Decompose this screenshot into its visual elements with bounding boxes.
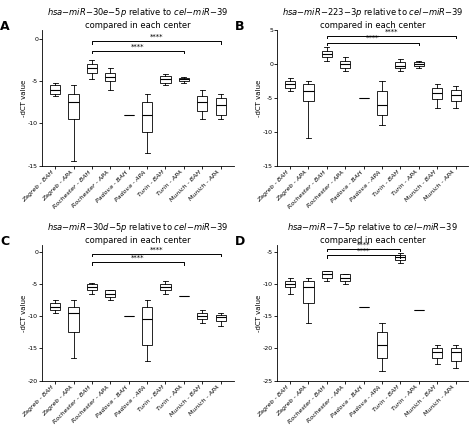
Y-axis label: -dCT value: -dCT value [21,80,27,117]
Text: A: A [0,20,10,33]
PathPatch shape [285,281,295,287]
PathPatch shape [303,281,313,303]
Text: ****: **** [357,241,370,247]
PathPatch shape [142,102,152,132]
PathPatch shape [303,84,313,101]
PathPatch shape [216,315,226,321]
PathPatch shape [105,290,115,297]
Text: ****: **** [357,248,370,254]
PathPatch shape [432,88,442,99]
PathPatch shape [432,348,442,358]
PathPatch shape [322,271,332,278]
Y-axis label: -dCT value: -dCT value [20,295,27,332]
PathPatch shape [197,96,207,111]
PathPatch shape [160,284,171,290]
PathPatch shape [395,255,405,260]
PathPatch shape [50,303,60,310]
PathPatch shape [69,307,79,332]
PathPatch shape [340,274,350,281]
Text: ****: **** [150,34,163,40]
Y-axis label: -dCT value: -dCT value [255,80,262,117]
PathPatch shape [87,284,97,290]
Text: ****: **** [131,255,145,261]
PathPatch shape [50,85,60,94]
Text: C: C [0,235,9,248]
PathPatch shape [87,64,97,73]
PathPatch shape [377,332,387,358]
Title: $\it{hsa\mathrm{-}miR\mathrm{-}30e\mathrm{-}5p}$ relative to $\it{cel\mathrm{-}m: $\it{hsa\mathrm{-}miR\mathrm{-}30e\mathr… [47,6,228,30]
Title: $\it{hsa\mathrm{-}miR\mathrm{-}30d\mathrm{-}5p}$ relative to $\it{cel\mathrm{-}m: $\it{hsa\mathrm{-}miR\mathrm{-}30d\mathr… [47,221,228,245]
PathPatch shape [216,98,226,115]
Y-axis label: -dCT value: -dCT value [255,295,262,332]
PathPatch shape [105,73,115,81]
PathPatch shape [414,62,424,65]
Text: B: B [235,20,245,33]
PathPatch shape [340,61,350,68]
Text: ****: **** [384,28,398,34]
PathPatch shape [142,307,152,345]
Text: D: D [235,235,246,248]
PathPatch shape [450,90,461,101]
Title: $\it{hsa\mathrm{-}miR\mathrm{-}223\mathrm{-}3p}$ relative to $\it{cel\mathrm{-}m: $\it{hsa\mathrm{-}miR\mathrm{-}223\mathr… [282,6,464,30]
Text: ****: **** [131,43,145,49]
PathPatch shape [395,62,405,68]
PathPatch shape [322,51,332,58]
Text: ****: **** [150,246,163,252]
PathPatch shape [197,313,207,319]
Title: $\it{hsa\mathrm{-}miR\mathrm{-}7\mathrm{-}5p}$ relative to $\it{cel\mathrm{-}miR: $\it{hsa\mathrm{-}miR\mathrm{-}7\mathrm{… [287,221,458,245]
PathPatch shape [450,348,461,361]
PathPatch shape [69,94,79,119]
PathPatch shape [377,91,387,115]
PathPatch shape [179,78,189,81]
Text: ****: **** [366,35,380,41]
PathPatch shape [160,76,171,83]
PathPatch shape [285,81,295,88]
